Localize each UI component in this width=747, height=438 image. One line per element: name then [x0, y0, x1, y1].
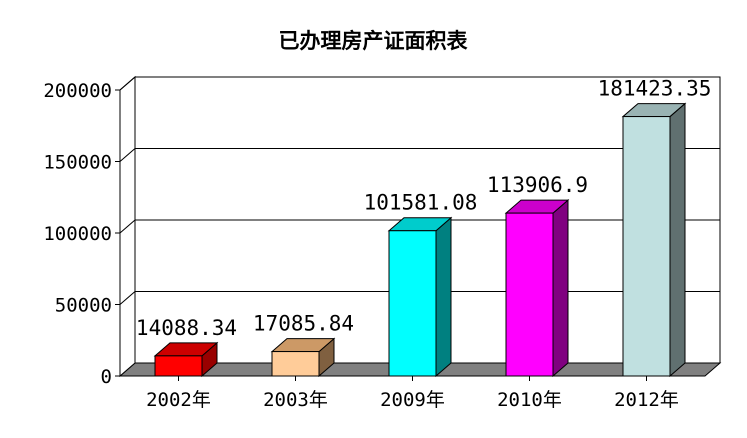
- bar: [154, 355, 203, 377]
- gridline-side: [119, 148, 136, 162]
- x-tick-label: 2010年: [497, 389, 562, 411]
- x-tick-label: 2012年: [614, 389, 679, 411]
- bar-side: [552, 199, 569, 378]
- gridline-side: [119, 76, 136, 91]
- y-tick-label: 100000: [43, 223, 112, 245]
- bar-group: 14088.34 2002年: [136, 316, 237, 411]
- bar-side: [435, 216, 452, 378]
- bar: [505, 212, 554, 377]
- chart-title: 已办理房产证面积表: [279, 29, 469, 53]
- data-label: 101581.08: [364, 191, 478, 215]
- bar: [271, 351, 320, 377]
- x-tick-label: 2009年: [380, 389, 445, 411]
- bar-group: 113906.9 2010年: [487, 173, 588, 411]
- bar-side: [669, 102, 686, 378]
- y-tick-label: 0: [101, 366, 112, 388]
- x-tick-label: 2002年: [146, 389, 211, 411]
- y-tick-label: 50000: [55, 295, 112, 317]
- bar: [622, 116, 671, 377]
- y-tick-label: 150000: [43, 152, 112, 174]
- gridline-side: [119, 219, 136, 234]
- data-label: 181423.35: [598, 77, 712, 101]
- bar-group: 17085.84 2003年: [253, 312, 354, 411]
- x-tick-label: 2003年: [263, 389, 328, 411]
- bar: [388, 230, 437, 377]
- data-label: 17085.84: [253, 312, 354, 336]
- bar-group: 181423.35 2012年: [598, 77, 712, 411]
- data-label: 113906.9: [487, 173, 588, 197]
- gridline-side: [119, 291, 136, 305]
- data-label: 14088.34: [136, 316, 237, 340]
- bar-group: 101581.08 2009年: [364, 191, 478, 411]
- y-tick-label: 200000: [43, 80, 112, 102]
